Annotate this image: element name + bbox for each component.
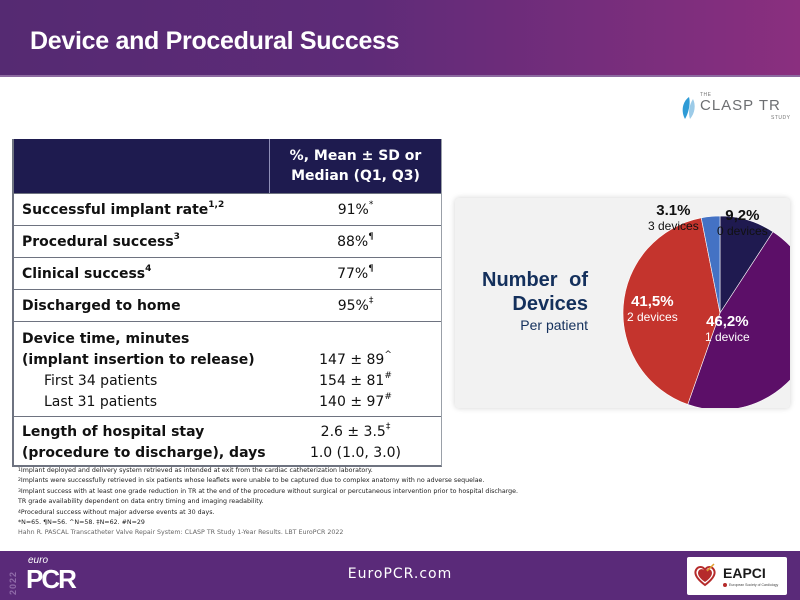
table-row-implant-rate: Successful implant rate1,2 91%* <box>14 193 441 225</box>
footnote-3-cont: TR grade availability dependent on data … <box>18 498 264 506</box>
table-row-hospital-stay: Length of hospital stay 2.6 ± 3.5‡ (proc… <box>14 416 441 465</box>
row-label: Procedural success3 <box>22 231 180 250</box>
reference: Hahn R. PASCAL Transcatheter Valve Repai… <box>18 529 344 537</box>
pie-label-0-devices: 9,2% 0 devices <box>717 207 768 238</box>
column-header-line-1: %, Mean ± SD or <box>289 148 422 164</box>
column-header-line-2: Median (Q1, Q3) <box>291 168 420 184</box>
footnote-2: 2Implants were successfully retrieved in… <box>18 477 485 485</box>
row-value: 147 ± 89^ <box>319 349 392 368</box>
row-value-mean: 2.6 ± 3.5‡ <box>320 421 391 440</box>
footnote-3: 3Implant success with at least one grade… <box>18 487 519 495</box>
table-row-clinical-success: Clinical success4 77%¶ <box>14 257 441 289</box>
clasp-leaflet-icon <box>682 97 695 119</box>
row-value-median: 1.0 (1.0, 3.0) <box>309 444 402 461</box>
row-label: Device time, minutes <box>22 330 190 347</box>
device-count-pie-card: Number of Devices Per patient 9,2% 0 dev… <box>455 198 790 408</box>
slide-footer: 2022 euro PCR EuroPCR.com EAPCI European… <box>0 551 800 600</box>
slide-title: Device and Procedural Success <box>30 27 400 55</box>
esc-dot-icon <box>723 583 727 587</box>
pie-chart <box>622 215 790 408</box>
pie-title: Number of Devices <box>482 269 588 315</box>
clasp-logo-the: THE <box>700 92 712 98</box>
footnote-4: 4Procedural success without major advers… <box>18 508 215 516</box>
results-table: %, Mean ± SD or Median (Q1, Q3) Successf… <box>12 139 442 467</box>
footer-euro-text: euro <box>28 555 49 566</box>
table-row-device-time: Device time, minutes (implant insertion … <box>14 321 441 416</box>
slide-header: Device and Procedural Success <box>0 0 800 77</box>
row-label: Discharged to home <box>22 297 181 314</box>
eapci-heart-icon <box>694 563 716 587</box>
pie-label-3-devices: 3.1% 3 devices <box>648 202 699 233</box>
footer-website-link[interactable]: EuroPCR.com <box>347 566 453 582</box>
clasp-tr-logo: THE CLASP TR STUDY <box>680 92 790 124</box>
pie-subtitle: Per patient <box>520 317 588 333</box>
pie-slice-2-devices <box>622 217 721 405</box>
pie-slice-3-devices <box>700 215 721 314</box>
clasp-logo-name: CLASP TR <box>700 97 781 114</box>
europcr-logo: PCR <box>26 564 77 594</box>
row-value: 77%¶ <box>337 263 374 282</box>
row-value: 88%¶ <box>337 231 374 250</box>
table-header-value-column: %, Mean ± SD or Median (Q1, Q3) <box>270 139 441 193</box>
sub-row-value: 154 ± 81# <box>319 370 392 389</box>
sub-row-label: Last 31 patients <box>44 393 157 410</box>
row-value: 95%‡ <box>337 295 374 314</box>
pie-label-1-device: 46,2% 1 device <box>705 313 750 344</box>
table-header-blank <box>14 139 270 193</box>
row-value: 91%* <box>337 199 374 218</box>
clasp-logo-study: STUDY <box>771 115 791 121</box>
eapci-logo: EAPCI European Society of Cardiology <box>687 557 787 595</box>
pie-chart-title: Number of Devices Per patient <box>468 268 588 334</box>
table-row-discharged-home: Discharged to home 95%‡ <box>14 289 441 321</box>
sub-row-label: First 34 patients <box>44 372 158 389</box>
row-label-detail: (procedure to discharge), days <box>22 444 266 461</box>
row-label: Length of hospital stay <box>22 423 205 440</box>
footnotes: 1Implant deployed and delivery system re… <box>18 466 618 539</box>
eapci-name: EAPCI <box>723 565 766 581</box>
footnote-n-values: *N=65. ¶N=56. ^N=58. ‡N=62. #N=29 <box>18 519 145 527</box>
row-label-detail: (implant insertion to release) <box>22 351 255 368</box>
sub-row-value: 140 ± 97# <box>319 391 392 410</box>
eapci-subtitle: European Society of Cardiology <box>729 583 779 587</box>
table-row-procedural-success: Procedural success3 88%¶ <box>14 225 441 257</box>
footnote-1: 1Implant deployed and delivery system re… <box>18 467 373 474</box>
pie-label-2-devices: 41,5% 2 devices <box>627 293 678 324</box>
table-header: %, Mean ± SD or Median (Q1, Q3) <box>14 139 441 193</box>
pie-slice-1-device <box>687 231 790 408</box>
row-label: Clinical success4 <box>22 263 152 282</box>
row-label: Successful implant rate1,2 <box>22 199 225 218</box>
